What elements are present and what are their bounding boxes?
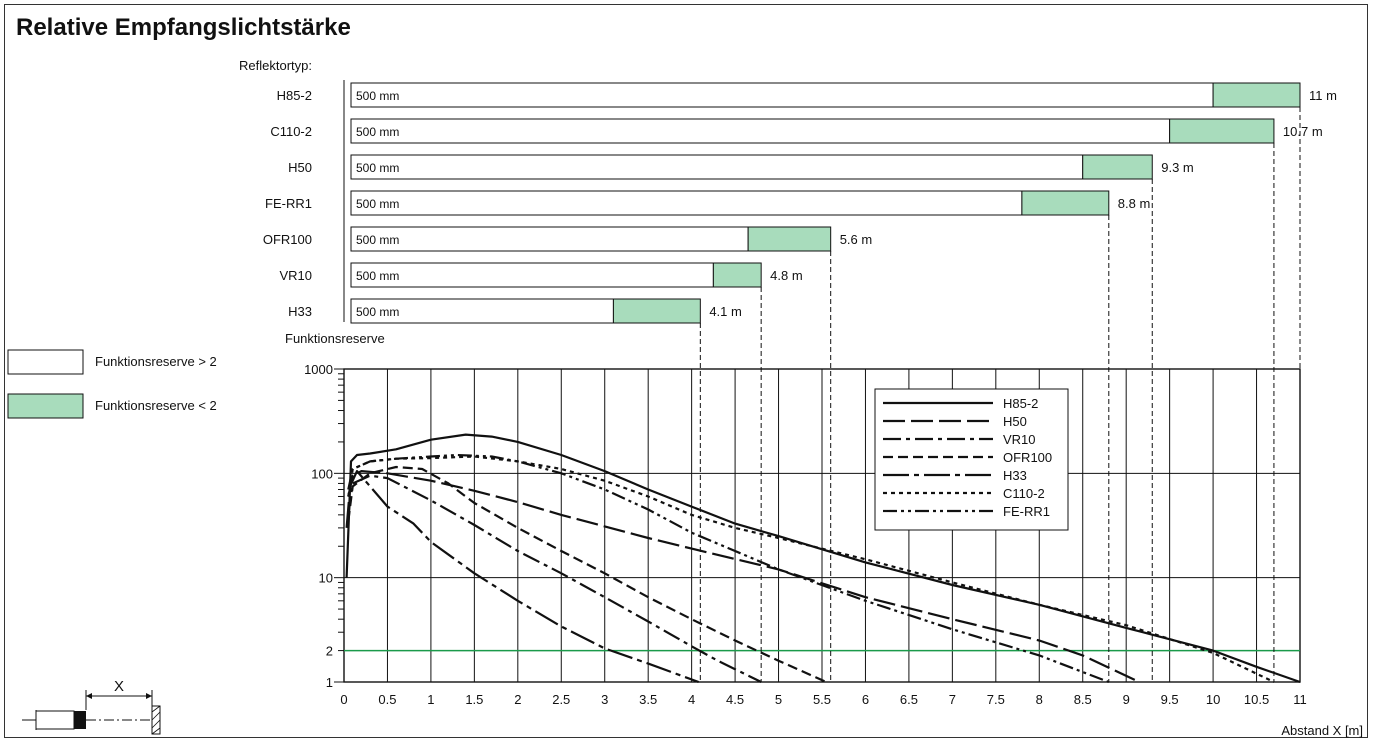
y-tick-label: 2 [326, 644, 333, 659]
x-tick-label: 5.5 [813, 692, 831, 707]
range-label: 5.6 m [840, 232, 873, 247]
bar-segment-reserve-below-2 [1082, 154, 1153, 180]
x-tick-label: 6.5 [900, 692, 918, 707]
x-tick-label: 1.5 [465, 692, 483, 707]
bar-segment-reserve-below-2 [712, 262, 762, 288]
series-line-fe-rr1 [347, 453, 1110, 684]
legend-entry-label: H50 [1003, 414, 1027, 429]
y-tick-label: 10 [319, 571, 333, 586]
bar-inner-label: 500 mm [356, 161, 399, 175]
series-line-h50 [347, 470, 1140, 683]
range-label: 8.8 m [1118, 196, 1151, 211]
range-label: 4.8 m [770, 268, 803, 283]
x-tick-label: 8.5 [1074, 692, 1092, 707]
series-line-c110-2 [347, 455, 1275, 683]
series-line-h85-2 [345, 433, 1301, 684]
x-tick-label: 0 [340, 692, 347, 707]
series-line-h33 [345, 470, 699, 684]
bar-inner-label: 500 mm [356, 233, 399, 247]
axis-ticks: 0 0.5 1 1.5 2 2.5 3 3.5 4 4.5 5 5.5 6 6.5 7 7.5 8 8.5 9 9.5… [304, 362, 1307, 707]
reflector-label: H50 [288, 160, 312, 175]
legend-box-reserve-above-2 [7, 349, 84, 375]
x-tick-label: 9 [1123, 692, 1130, 707]
range-label: 9.3 m [1161, 160, 1194, 175]
x-tick-label: 5 [775, 692, 782, 707]
bar-segment-reserve-below-2 [1021, 190, 1110, 216]
bar-segment-reserve-below-2 [1212, 82, 1301, 108]
bar-segment-reserve-above-2 [350, 262, 714, 288]
series-line-ofr100 [347, 465, 827, 684]
bar-segment-reserve-above-2 [350, 190, 1023, 216]
reflector-type-header: Reflektortyp: [239, 58, 312, 73]
reflector-label: VR10 [279, 268, 312, 283]
distance-x-label: X [114, 678, 124, 695]
bar-inner-label: 500 mm [356, 197, 399, 211]
bar-segment-reserve-above-2 [350, 82, 1214, 108]
legend-label-reserve-below-2: Funktionsreserve < 2 [95, 398, 217, 413]
range-drop-lines [699, 107, 1301, 682]
sensor-icon [35, 710, 75, 730]
bar-inner-label: 500 mm [356, 305, 399, 319]
series-line-vr10 [347, 474, 762, 683]
x-tick-label: 3.5 [639, 692, 657, 707]
distance-diagram: X [22, 678, 161, 735]
chart-frame [4, 4, 1368, 738]
reflector-label: H33 [288, 304, 312, 319]
legend-entry-label: H85-2 [1003, 396, 1038, 411]
x-tick-label: 0.5 [378, 692, 396, 707]
y-tick-label: 1 [326, 675, 333, 690]
bar-segment-reserve-below-2 [1169, 118, 1275, 144]
chart-title: Relative Empfangslichtstärke [16, 14, 351, 41]
x-tick-label: 8 [1036, 692, 1043, 707]
x-axis-label: Abstand X [m] [1281, 723, 1363, 738]
legend-label-reserve-above-2: Funktionsreserve > 2 [95, 354, 217, 369]
range-label: 11 m [1309, 88, 1337, 103]
legend-entry-label: C110-2 [1003, 486, 1045, 501]
reflector-label: C110-2 [270, 124, 312, 139]
bar-inner-label: 500 mm [356, 269, 399, 283]
reflector-icon [151, 705, 161, 735]
legend-box-reserve-below-2 [7, 393, 84, 419]
legend-entry-label: FE-RR1 [1003, 504, 1050, 519]
bar-segment-reserve-below-2 [612, 298, 701, 324]
y-tick-label: 100 [311, 466, 333, 481]
y-tick-label: 1000 [304, 362, 333, 377]
bar-segment-reserve-above-2 [350, 298, 614, 324]
legend-entry-label: OFR100 [1003, 450, 1052, 465]
reflector-label: OFR100 [263, 232, 312, 247]
reflector-label: FE-RR1 [265, 196, 312, 211]
bar-segment-reserve-above-2 [350, 118, 1171, 144]
legend-entry-label: VR10 [1003, 432, 1036, 447]
bar-segment-reserve-below-2 [747, 226, 832, 252]
line-legend: H85-2 H50 VR10 OFR100 H33 C110-2 FE-RR1 [874, 388, 1069, 531]
x-tick-label: 10.5 [1244, 692, 1269, 707]
x-tick-label: 7.5 [987, 692, 1005, 707]
x-tick-label: 2.5 [552, 692, 570, 707]
x-tick-label: 10 [1206, 692, 1220, 707]
x-tick-label: 7 [949, 692, 956, 707]
range-label: 10.7 m [1283, 124, 1323, 139]
legend-entry-label: H33 [1003, 468, 1027, 483]
x-tick-label: 6 [862, 692, 869, 707]
x-tick-label: 4.5 [726, 692, 744, 707]
y-axis-label: Funktionsreserve [285, 331, 385, 346]
x-tick-label: 4 [688, 692, 695, 707]
bar-segment-reserve-above-2 [350, 154, 1084, 180]
legend-box [874, 388, 1069, 531]
range-bars: H85-2 500 mm 11 m C110-2 500 mm 10.7 m H50 500 … [263, 82, 1337, 324]
bar-inner-label: 500 mm [356, 89, 399, 103]
x-tick-label: 9.5 [1161, 692, 1179, 707]
x-tick-label: 1 [427, 692, 434, 707]
range-label: 4.1 m [709, 304, 742, 319]
x-tick-label: 11 [1293, 692, 1307, 707]
x-tick-label: 3 [601, 692, 608, 707]
x-tick-label: 2 [514, 692, 521, 707]
bar-inner-label: 500 mm [356, 125, 399, 139]
data-lines [345, 433, 1301, 684]
reflector-label: H85-2 [277, 88, 312, 103]
bar-segment-reserve-above-2 [350, 226, 749, 252]
